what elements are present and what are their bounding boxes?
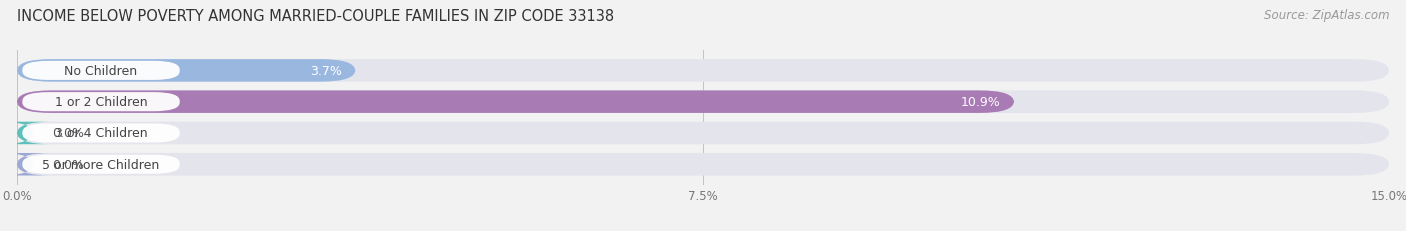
FancyBboxPatch shape xyxy=(17,153,1389,176)
Text: No Children: No Children xyxy=(65,65,138,78)
FancyBboxPatch shape xyxy=(22,124,180,143)
FancyBboxPatch shape xyxy=(17,91,1389,113)
Text: 1 or 2 Children: 1 or 2 Children xyxy=(55,96,148,109)
Text: 10.9%: 10.9% xyxy=(960,96,1000,109)
FancyBboxPatch shape xyxy=(22,93,180,112)
FancyBboxPatch shape xyxy=(0,153,52,176)
FancyBboxPatch shape xyxy=(22,62,180,81)
Text: 3.7%: 3.7% xyxy=(309,65,342,78)
Text: 5 or more Children: 5 or more Children xyxy=(42,158,160,171)
FancyBboxPatch shape xyxy=(17,60,356,82)
FancyBboxPatch shape xyxy=(17,91,1014,113)
FancyBboxPatch shape xyxy=(0,122,52,145)
FancyBboxPatch shape xyxy=(17,60,1389,82)
Text: Source: ZipAtlas.com: Source: ZipAtlas.com xyxy=(1264,9,1389,22)
FancyBboxPatch shape xyxy=(17,122,1389,145)
Text: 0.0%: 0.0% xyxy=(52,158,83,171)
Text: 0.0%: 0.0% xyxy=(52,127,83,140)
Text: INCOME BELOW POVERTY AMONG MARRIED-COUPLE FAMILIES IN ZIP CODE 33138: INCOME BELOW POVERTY AMONG MARRIED-COUPL… xyxy=(17,9,614,24)
FancyBboxPatch shape xyxy=(22,155,180,174)
Text: 3 or 4 Children: 3 or 4 Children xyxy=(55,127,148,140)
